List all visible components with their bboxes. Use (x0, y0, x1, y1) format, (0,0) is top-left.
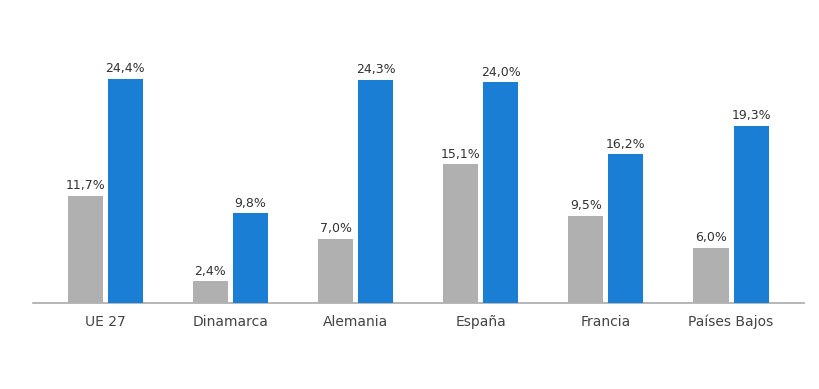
Bar (568, 216, 603, 303)
Text: 11,7%: 11,7% (66, 179, 105, 192)
Text: 24,4%: 24,4% (106, 62, 145, 75)
Text: 9,8%: 9,8% (234, 196, 266, 210)
Bar (733, 126, 767, 303)
Text: 6,0%: 6,0% (695, 231, 726, 245)
Bar (318, 239, 353, 303)
Text: 7,0%: 7,0% (319, 222, 351, 235)
Text: 24,3%: 24,3% (355, 63, 395, 76)
Bar (608, 154, 643, 303)
Bar (192, 281, 228, 303)
Text: 19,3%: 19,3% (731, 109, 770, 122)
Legend: 23/22, 23/21: 23/22, 23/21 (338, 388, 497, 389)
Text: 9,5%: 9,5% (569, 199, 601, 212)
Text: 2,4%: 2,4% (194, 265, 226, 278)
Bar (233, 213, 268, 303)
Bar (108, 79, 143, 303)
Text: 16,2%: 16,2% (605, 138, 645, 151)
Text: 15,1%: 15,1% (441, 148, 480, 161)
Bar (443, 165, 477, 303)
Bar (693, 248, 727, 303)
Text: 24,0%: 24,0% (480, 66, 520, 79)
Bar (358, 80, 392, 303)
Bar (68, 196, 102, 303)
Bar (482, 82, 518, 303)
